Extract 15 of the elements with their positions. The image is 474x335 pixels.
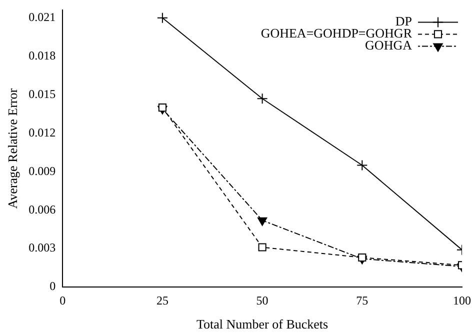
x-tick-label: 0	[60, 293, 66, 308]
y-tick-label: 0.021	[28, 10, 56, 24]
y-tick-label: 0.003	[28, 240, 56, 255]
y-tick-label: 0.012	[28, 125, 56, 140]
y-tick-label: 0.015	[28, 86, 56, 101]
x-axis-title: Total Number of Buckets	[196, 316, 328, 332]
x-tick-label: 50	[256, 293, 268, 308]
y-tick-label: 0.006	[28, 202, 56, 216]
x-tick-label: 75	[356, 293, 368, 308]
y-axis-title: Average Relative Error	[5, 88, 20, 209]
y-tick-label: 0.018	[28, 48, 56, 62]
x-tick-label: 25	[156, 293, 168, 308]
y-tick-label: 0	[50, 279, 56, 294]
y-tick-label: 0.009	[28, 164, 56, 178]
x-tick-label: 100	[453, 293, 471, 308]
